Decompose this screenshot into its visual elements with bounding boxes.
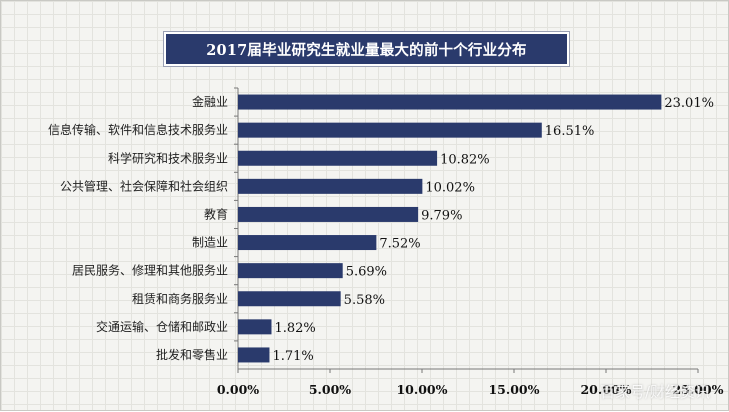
category-label: 批发和零售业 bbox=[156, 347, 228, 362]
bar-8 bbox=[238, 319, 272, 335]
chart-title: 2017届毕业研究生就业量最大的前十个行业分布 bbox=[166, 34, 567, 64]
category-label: 制造业 bbox=[192, 236, 228, 250]
data-label: 1.82% bbox=[274, 321, 315, 336]
x-tick-label: 15.00% bbox=[488, 382, 539, 397]
category-label: 教育 bbox=[204, 206, 228, 221]
bar-2 bbox=[238, 150, 438, 166]
bar-1 bbox=[238, 122, 542, 138]
category-label: 信息传输、软件和信息技术服务业 bbox=[48, 122, 228, 137]
bar-9 bbox=[238, 347, 270, 363]
category-label: 居民服务、修理和其他服务业 bbox=[72, 263, 228, 278]
data-label: 23.01% bbox=[664, 96, 714, 111]
x-tick-label: 5.00% bbox=[309, 382, 351, 397]
category-label: 租赁和商务服务业 bbox=[132, 291, 228, 306]
x-tick-label: 20.00% bbox=[580, 382, 631, 397]
bar-5 bbox=[238, 235, 377, 251]
data-label: 5.69% bbox=[346, 265, 387, 280]
category-label: 公共管理、社会保障和社会组织 bbox=[60, 178, 228, 193]
category-label: 金融业 bbox=[192, 94, 228, 109]
data-label: 10.02% bbox=[425, 180, 475, 195]
x-tick-label: 25.00% bbox=[672, 382, 723, 397]
bar-7 bbox=[238, 291, 341, 307]
x-tick-label: 0.00% bbox=[217, 382, 259, 397]
data-label: 7.52% bbox=[379, 237, 420, 252]
x-tick-label: 10.00% bbox=[396, 382, 447, 397]
bar-4 bbox=[238, 206, 419, 222]
bar-0 bbox=[238, 94, 662, 110]
data-label: 16.51% bbox=[545, 124, 595, 139]
category-label: 交通运输、仓储和邮政业 bbox=[96, 319, 228, 334]
bar-6 bbox=[238, 263, 343, 279]
bar-3 bbox=[238, 178, 423, 194]
data-label: 5.58% bbox=[344, 293, 385, 308]
category-label: 科学研究和技术服务业 bbox=[108, 150, 228, 165]
data-label: 1.71% bbox=[272, 349, 313, 364]
data-label: 10.82% bbox=[440, 152, 490, 167]
data-label: 9.79% bbox=[421, 208, 462, 223]
watermark-text: 百家号/财经资讯 bbox=[599, 383, 710, 401]
